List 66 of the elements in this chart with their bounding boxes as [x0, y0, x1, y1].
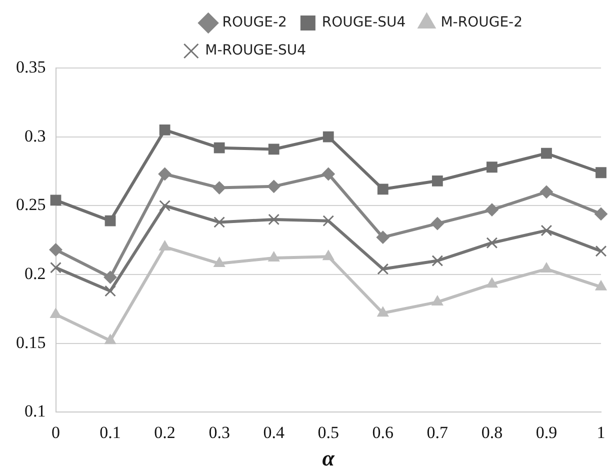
point: [430, 217, 444, 230]
y-tick-label: 0.35: [16, 57, 46, 76]
point: [214, 216, 226, 228]
legend-label: M-ROUGE-2: [440, 14, 522, 31]
point: [159, 200, 170, 212]
x-tick-label: 1: [596, 422, 606, 442]
point: [377, 306, 389, 317]
point: [104, 285, 116, 297]
point: [322, 215, 334, 227]
point: [486, 278, 498, 288]
point: [322, 168, 335, 181]
x-tick-label: 0: [52, 422, 60, 442]
point: [540, 185, 553, 198]
legend-label: M-ROUGE-SU4: [205, 42, 306, 59]
point: [50, 194, 62, 206]
point: [541, 148, 552, 159]
point: [486, 162, 498, 173]
point: [268, 214, 280, 226]
y-tick-label: 0.25: [16, 195, 46, 214]
x-tick-label: 0.1: [100, 422, 121, 442]
point: [104, 334, 116, 344]
y-tick-label: 0.1: [24, 402, 46, 421]
point: [49, 243, 62, 256]
y-tick-label: 0.15: [16, 332, 46, 352]
point: [159, 124, 170, 136]
x-tick-label: 0.9: [536, 422, 558, 442]
x-tick-label: 0.6: [372, 422, 394, 442]
point: [212, 181, 226, 194]
point: [594, 207, 608, 220]
x-tick-label: 0.5: [318, 422, 339, 442]
point: [486, 237, 498, 249]
x-tick-label: 0.7: [426, 422, 449, 442]
x-tick-label: 0.4: [263, 422, 285, 442]
x-tick-label: 0.3: [208, 422, 230, 442]
point: [540, 262, 552, 273]
y-tick-label: 0.2: [24, 264, 46, 283]
point: [50, 308, 62, 318]
point: [322, 131, 334, 142]
point: [159, 240, 170, 250]
point: [104, 270, 117, 284]
point: [50, 262, 62, 274]
legend-label: ROUGE-2: [222, 14, 287, 31]
point: [595, 280, 607, 290]
point: [267, 180, 280, 193]
point: [158, 168, 172, 181]
x-axis-title: α: [322, 445, 336, 470]
x-tick-label: 0.2: [154, 422, 176, 442]
point: [596, 167, 606, 178]
point: [540, 224, 552, 236]
point: [432, 296, 444, 306]
point: [377, 184, 388, 195]
point: [268, 252, 280, 262]
point: [485, 203, 498, 216]
point: [322, 250, 334, 260]
point: [595, 245, 607, 257]
point: [104, 215, 116, 226]
y-tick-label: 0.3: [24, 126, 46, 146]
point: [432, 255, 444, 266]
point: [268, 144, 280, 155]
legend-label: ROUGE-SU4: [322, 14, 406, 31]
x-tick-label: 0.8: [481, 422, 503, 442]
point: [214, 257, 226, 268]
point: [214, 142, 225, 154]
point: [376, 230, 390, 244]
point: [432, 175, 443, 186]
point: [377, 263, 389, 275]
